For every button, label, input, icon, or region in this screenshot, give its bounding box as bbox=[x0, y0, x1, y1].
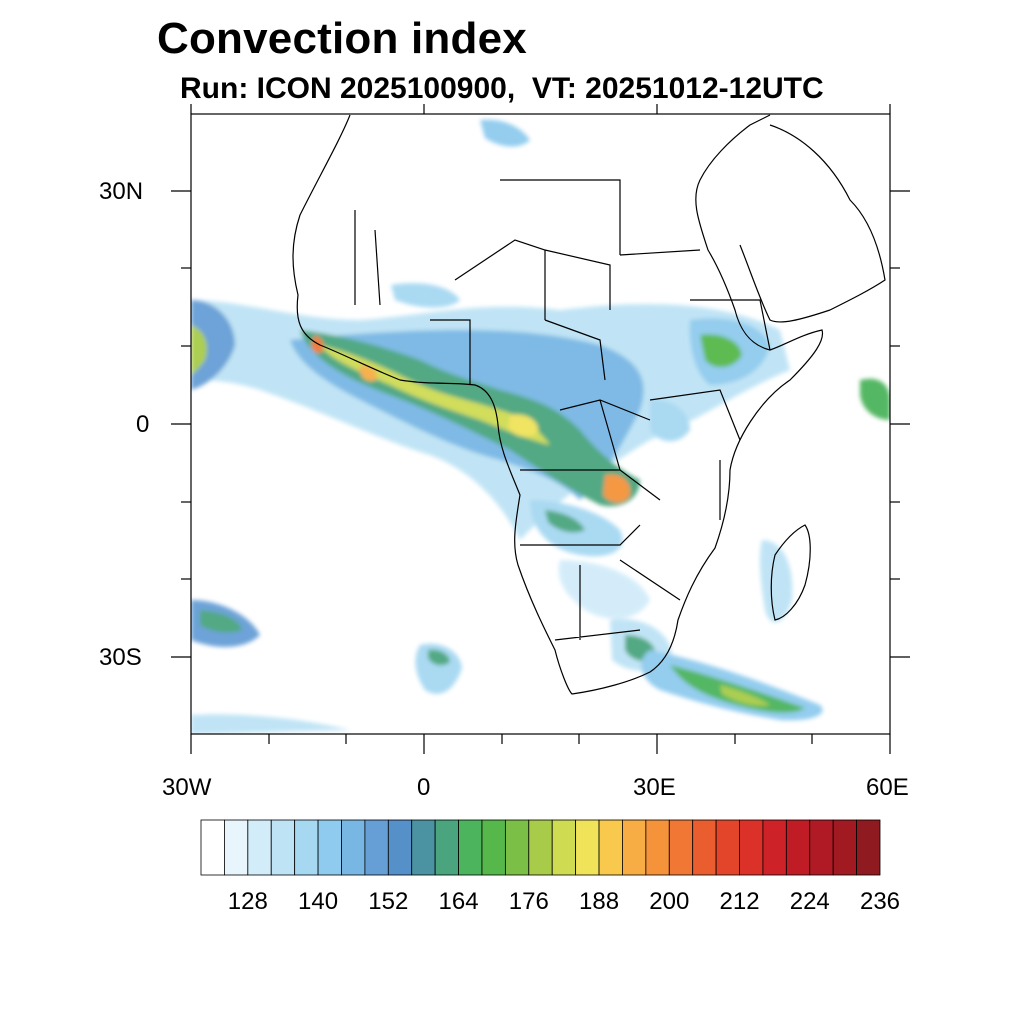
colorbar-swatch bbox=[341, 819, 366, 876]
colorbar-swatch bbox=[645, 819, 670, 876]
chart-subtitle: Run: ICON 2025100900, VT: 20251012-12UTC bbox=[180, 72, 824, 105]
colorbar-swatch bbox=[294, 819, 319, 876]
colorbar-tick-label: 140 bbox=[298, 888, 339, 915]
colorbar-tick-label: 176 bbox=[508, 888, 549, 915]
colorbar-tick-label: 200 bbox=[649, 888, 690, 915]
colorbar-tick-label: 224 bbox=[789, 888, 830, 915]
colorbar-swatch bbox=[692, 819, 717, 876]
axis-ticks bbox=[171, 104, 910, 754]
colorbar-swatch bbox=[411, 819, 436, 876]
colorbar-swatch bbox=[528, 819, 553, 876]
colorbar-swatch bbox=[832, 819, 857, 876]
colorbar-tick-label: 212 bbox=[719, 888, 760, 915]
lat-label-30s: 30S bbox=[99, 644, 142, 671]
colorbar-swatch bbox=[785, 819, 811, 876]
colorbar-swatch bbox=[575, 819, 600, 876]
lon-label-60e: 60E bbox=[866, 774, 909, 801]
lat-label-0: 0 bbox=[136, 411, 150, 438]
lon-label-30e: 30E bbox=[633, 774, 676, 801]
colorbar-tick-label: 188 bbox=[579, 888, 620, 915]
colorbar-swatch bbox=[224, 819, 249, 876]
colorbar-swatch bbox=[200, 819, 225, 876]
colorbar-swatch bbox=[668, 819, 694, 876]
lon-label-0: 0 bbox=[417, 774, 431, 801]
colorbar bbox=[200, 819, 881, 876]
colorbar-tick-label: 128 bbox=[227, 888, 268, 915]
colorbar-tick-label: 236 bbox=[859, 888, 901, 915]
colorbar-swatch bbox=[739, 819, 764, 876]
colorbar-swatch bbox=[247, 819, 272, 876]
colorbar-swatch bbox=[715, 819, 740, 876]
colorbar-swatch bbox=[270, 819, 296, 876]
colorbar-swatch bbox=[317, 819, 342, 876]
chart-title: Convection index bbox=[157, 14, 527, 63]
colorbar-swatch bbox=[598, 819, 623, 876]
colorbar-swatch bbox=[856, 819, 881, 876]
lat-label-30n: 30N bbox=[99, 178, 144, 205]
colorbar-swatch bbox=[434, 819, 459, 876]
colorbar-swatch bbox=[762, 819, 787, 876]
colorbar-swatch bbox=[364, 819, 389, 876]
colorbar-tick-label: 152 bbox=[368, 888, 409, 915]
colorbar-swatch bbox=[481, 819, 506, 876]
colorbar-swatch bbox=[622, 819, 647, 876]
colorbar-swatch bbox=[458, 819, 483, 876]
coastlines-borders bbox=[292, 114, 886, 695]
colorbar-tick-label: 164 bbox=[438, 888, 479, 915]
colorbar-swatch bbox=[387, 819, 413, 876]
lon-label-30w: 30W bbox=[162, 774, 212, 801]
colorbar-swatch bbox=[809, 819, 834, 876]
colorbar-swatch bbox=[504, 819, 530, 876]
colorbar-swatch bbox=[551, 819, 577, 876]
